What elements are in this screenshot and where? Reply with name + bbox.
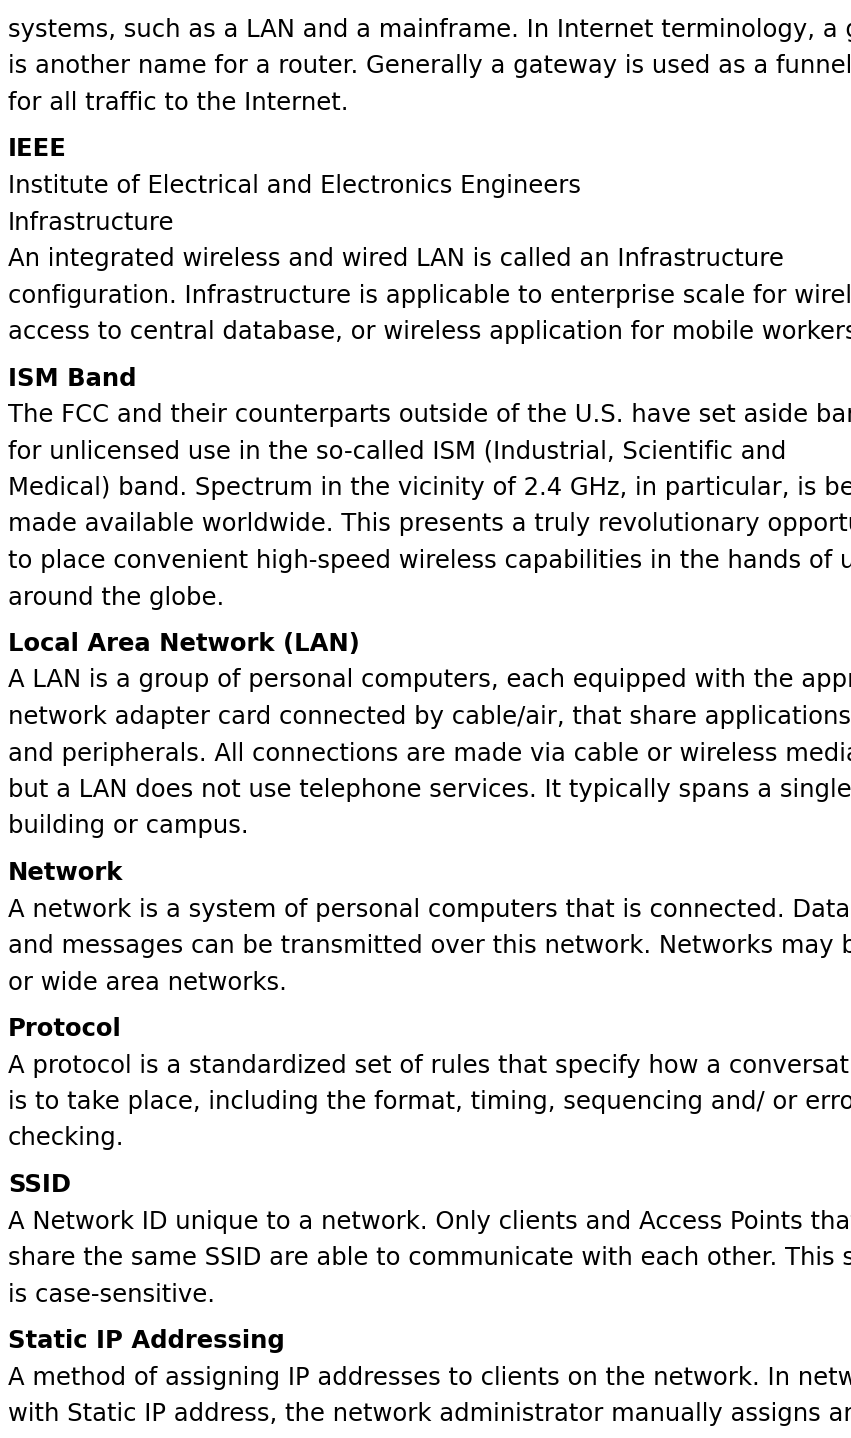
Text: A network is a system of personal computers that is connected. Data, files,: A network is a system of personal comput…: [8, 897, 851, 922]
Text: around the globe.: around the globe.: [8, 585, 225, 610]
Text: A Network ID unique to a network. Only clients and Access Points that: A Network ID unique to a network. Only c…: [8, 1209, 851, 1234]
Text: Medical) band. Spectrum in the vicinity of 2.4 GHz, in particular, is being: Medical) band. Spectrum in the vicinity …: [8, 476, 851, 500]
Text: but a LAN does not use telephone services. It typically spans a single: but a LAN does not use telephone service…: [8, 778, 851, 802]
Text: An integrated wireless and wired LAN is called an Infrastructure: An integrated wireless and wired LAN is …: [8, 247, 784, 270]
Text: and peripherals. All connections are made via cable or wireless media,: and peripherals. All connections are mad…: [8, 742, 851, 765]
Text: A method of assigning IP addresses to clients on the network. In networks: A method of assigning IP addresses to cl…: [8, 1366, 851, 1389]
Text: Infrastructure: Infrastructure: [8, 210, 174, 234]
Text: Institute of Electrical and Electronics Engineers: Institute of Electrical and Electronics …: [8, 174, 581, 198]
Text: and messages can be transmitted over this network. Networks may be local: and messages can be transmitted over thi…: [8, 935, 851, 958]
Text: for unlicensed use in the so-called ISM (Industrial, Scientific and: for unlicensed use in the so-called ISM …: [8, 440, 786, 463]
Text: network adapter card connected by cable/air, that share applications, data,: network adapter card connected by cable/…: [8, 705, 851, 729]
Text: The FCC and their counterparts outside of the U.S. have set aside bandwidth: The FCC and their counterparts outside o…: [8, 403, 851, 427]
Text: ISM Band: ISM Band: [8, 367, 136, 391]
Text: is to take place, including the format, timing, sequencing and/ or error: is to take place, including the format, …: [8, 1090, 851, 1114]
Text: systems, such as a LAN and a mainframe. In Internet terminology, a gateway: systems, such as a LAN and a mainframe. …: [8, 19, 851, 42]
Text: made available worldwide. This presents a truly revolutionary opportunity: made available worldwide. This presents …: [8, 512, 851, 536]
Text: share the same SSID are able to communicate with each other. This string: share the same SSID are able to communic…: [8, 1245, 851, 1270]
Text: access to central database, or wireless application for mobile workers.: access to central database, or wireless …: [8, 321, 851, 344]
Text: A protocol is a standardized set of rules that specify how a conversation: A protocol is a standardized set of rule…: [8, 1054, 851, 1077]
Text: to place convenient high-speed wireless capabilities in the hands of users: to place convenient high-speed wireless …: [8, 549, 851, 572]
Text: with Static IP address, the network administrator manually assigns an IP: with Static IP address, the network admi…: [8, 1402, 851, 1426]
Text: Protocol: Protocol: [8, 1017, 122, 1041]
Text: Network: Network: [8, 861, 123, 884]
Text: configuration. Infrastructure is applicable to enterprise scale for wireless: configuration. Infrastructure is applica…: [8, 283, 851, 308]
Text: Local Area Network (LAN): Local Area Network (LAN): [8, 631, 360, 656]
Text: checking.: checking.: [8, 1126, 124, 1150]
Text: is case-sensitive.: is case-sensitive.: [8, 1283, 215, 1307]
Text: SSID: SSID: [8, 1173, 71, 1196]
Text: IEEE: IEEE: [8, 138, 67, 161]
Text: is another name for a router. Generally a gateway is used as a funnel: is another name for a router. Generally …: [8, 55, 851, 79]
Text: building or campus.: building or campus.: [8, 814, 248, 838]
Text: for all traffic to the Internet.: for all traffic to the Internet.: [8, 91, 349, 115]
Text: or wide area networks.: or wide area networks.: [8, 971, 287, 995]
Text: A LAN is a group of personal computers, each equipped with the appropriate: A LAN is a group of personal computers, …: [8, 669, 851, 693]
Text: Static IP Addressing: Static IP Addressing: [8, 1329, 285, 1353]
